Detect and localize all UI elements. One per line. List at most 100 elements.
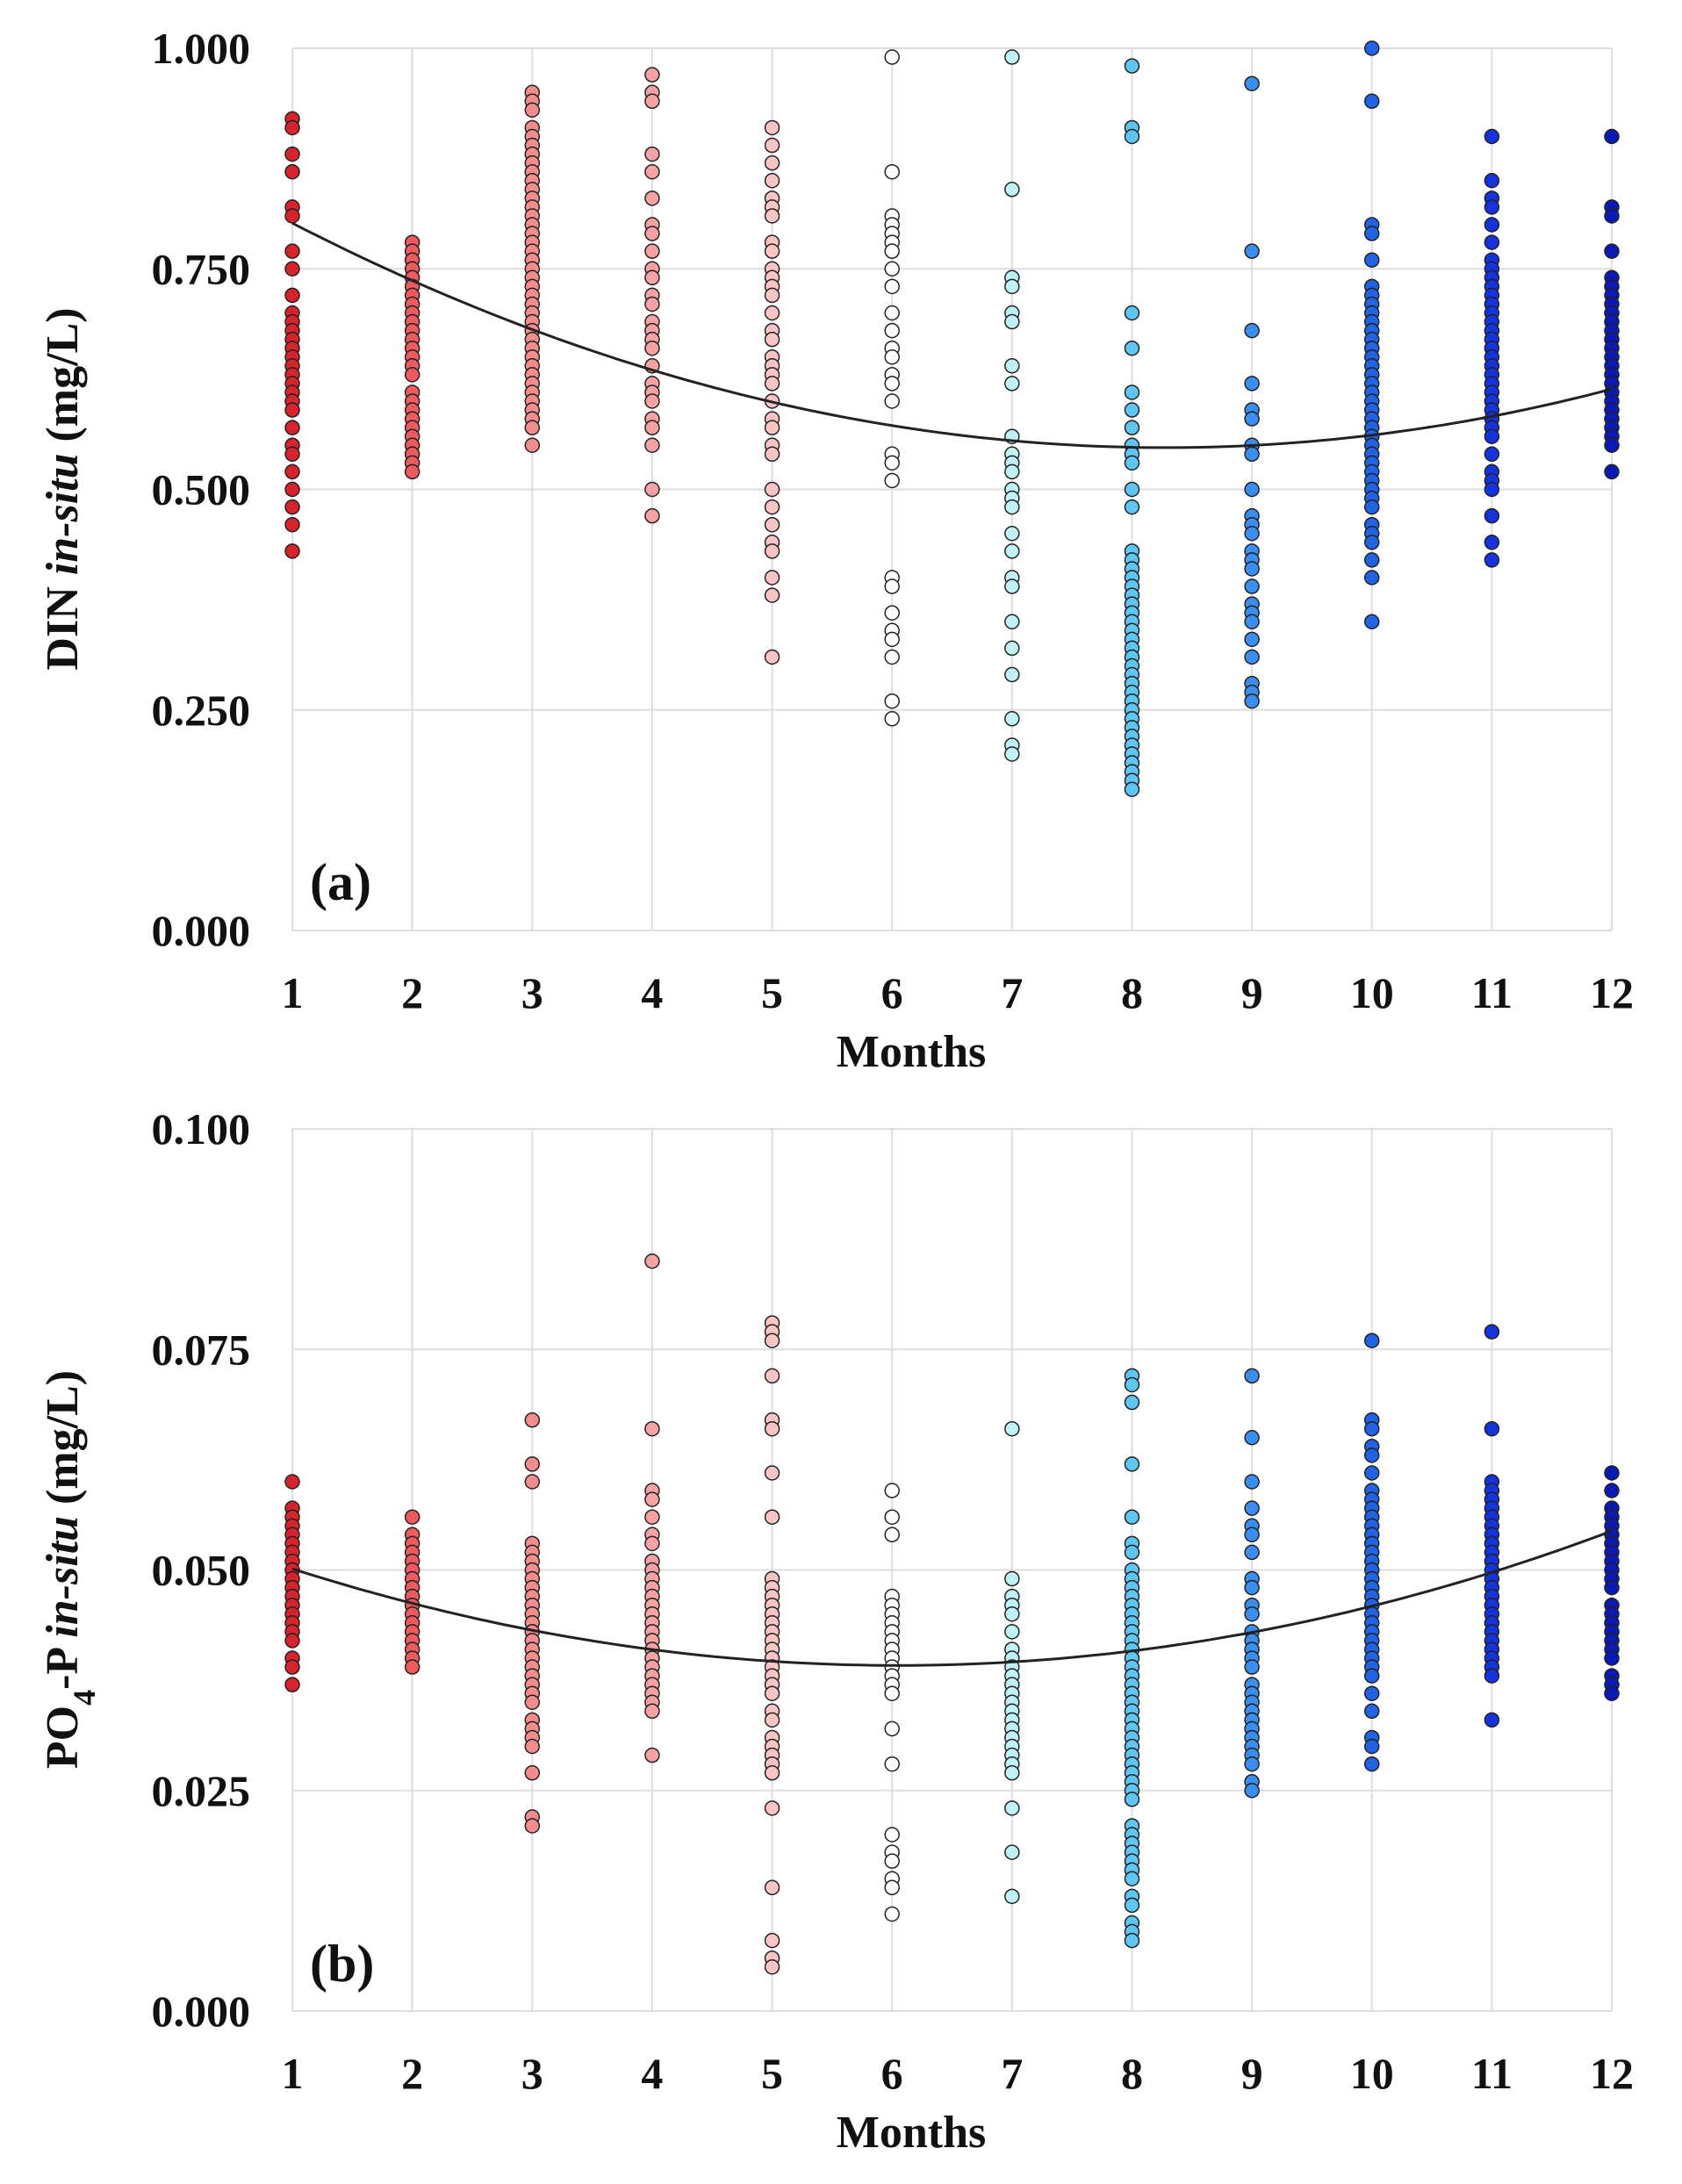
data-point	[884, 1827, 900, 1843]
panel-b-y-title-part: PO	[38, 1706, 88, 1769]
data-point	[764, 173, 780, 189]
data-point	[1484, 234, 1500, 250]
data-point	[1244, 693, 1260, 709]
panel-a-y-axis-title: DIN in-situ (mg/L)	[38, 307, 88, 670]
data-point	[284, 146, 300, 162]
x-tick-label: 7	[1001, 2049, 1023, 2098]
data-point	[524, 437, 541, 453]
data-point	[1244, 1606, 1260, 1622]
data-point	[884, 393, 900, 409]
data-point	[884, 243, 900, 259]
panel-b-x-tick-labels: 1 2 3 4 5 6 7 8 9 10 11 12	[282, 2049, 1635, 2098]
panel-a-points	[284, 40, 1620, 797]
data-point	[764, 446, 780, 463]
data-point	[1004, 1888, 1020, 1905]
y-tick-label: 0.500	[152, 465, 251, 514]
data-point	[1004, 499, 1020, 515]
data-point	[644, 190, 660, 206]
y-tick-label: 0.100	[152, 1104, 251, 1153]
x-tick-label: 3	[521, 2049, 543, 2098]
x-tick-label: 6	[881, 968, 903, 1017]
x-tick-label: 8	[1121, 2049, 1143, 2098]
panel-b-y-title-part: (mg/L)	[38, 1370, 88, 1516]
data-point	[1363, 1448, 1380, 1463]
data-point	[1363, 1738, 1380, 1755]
data-point	[524, 1818, 541, 1834]
data-point	[884, 322, 900, 339]
data-point	[644, 93, 660, 110]
data-point	[764, 1368, 780, 1384]
data-point	[644, 67, 660, 83]
data-point	[884, 472, 900, 489]
data-point	[1363, 535, 1380, 550]
data-point	[1604, 1650, 1620, 1666]
x-tick-label: 5	[761, 968, 783, 1017]
data-point	[884, 711, 900, 727]
data-point	[644, 269, 660, 286]
data-point	[1004, 543, 1020, 559]
x-tick-label: 12	[1590, 968, 1634, 1017]
data-point	[1244, 75, 1260, 91]
data-point	[764, 287, 780, 304]
panel-b-gridlines	[291, 1128, 1613, 2012]
data-point	[1484, 446, 1500, 463]
data-point	[764, 420, 780, 435]
data-point	[1604, 463, 1620, 480]
data-point	[884, 278, 900, 295]
data-point	[1604, 1579, 1620, 1596]
data-point	[1244, 1544, 1260, 1561]
data-point	[884, 1721, 900, 1737]
data-point	[1004, 278, 1020, 295]
data-point	[1004, 376, 1020, 392]
x-tick-label: 2	[401, 968, 423, 1017]
data-point	[284, 1677, 300, 1692]
data-point	[884, 1527, 900, 1543]
data-point	[1363, 1420, 1380, 1437]
data-point	[764, 649, 780, 665]
x-tick-label: 10	[1350, 2049, 1394, 2098]
data-point	[644, 1747, 660, 1764]
data-point	[1484, 535, 1500, 550]
data-point	[1604, 243, 1620, 259]
data-point	[1484, 199, 1500, 215]
data-point	[1363, 1756, 1380, 1772]
data-point	[1604, 1465, 1620, 1481]
data-point	[1244, 1474, 1260, 1490]
data-point	[764, 570, 780, 586]
x-tick-label: 1	[282, 2049, 304, 2098]
panel-a-y-title-part: DIN	[38, 575, 88, 670]
panel-a-x-tick-labels: 1 2 3 4 5 6 7 8 9 10 11 12	[282, 968, 1635, 1017]
panel-b-points	[284, 1254, 1620, 1975]
panel-b-trend-line	[291, 1529, 1613, 1667]
data-point	[1004, 640, 1020, 657]
panel-b-y-axis-title: PO4-P in-situ (mg/L)	[38, 1370, 102, 1769]
data-point	[524, 1456, 541, 1472]
data-point	[1004, 1606, 1020, 1622]
data-point	[284, 420, 300, 435]
data-point	[1363, 226, 1380, 241]
data-point	[284, 543, 300, 559]
data-point	[644, 243, 660, 259]
x-tick-label: 10	[1350, 968, 1394, 1017]
data-point	[884, 578, 900, 594]
data-point	[284, 463, 300, 480]
data-point	[1124, 1376, 1140, 1393]
data-point	[1004, 358, 1020, 374]
panel-b-y-title-part: in-situ	[38, 1516, 88, 1638]
data-point	[644, 340, 660, 356]
data-point	[764, 1685, 780, 1701]
data-point	[1124, 1509, 1140, 1525]
data-point	[1363, 1668, 1380, 1684]
data-point	[1363, 1703, 1380, 1720]
data-point	[284, 261, 300, 277]
data-point	[1484, 507, 1500, 524]
data-point	[644, 146, 660, 162]
data-point	[1124, 58, 1140, 74]
data-point	[284, 402, 300, 418]
data-point	[1244, 1756, 1260, 1772]
data-point	[764, 1509, 780, 1525]
panel-a-label: (a)	[310, 853, 371, 911]
data-point	[524, 1694, 541, 1710]
data-point	[1363, 552, 1380, 568]
